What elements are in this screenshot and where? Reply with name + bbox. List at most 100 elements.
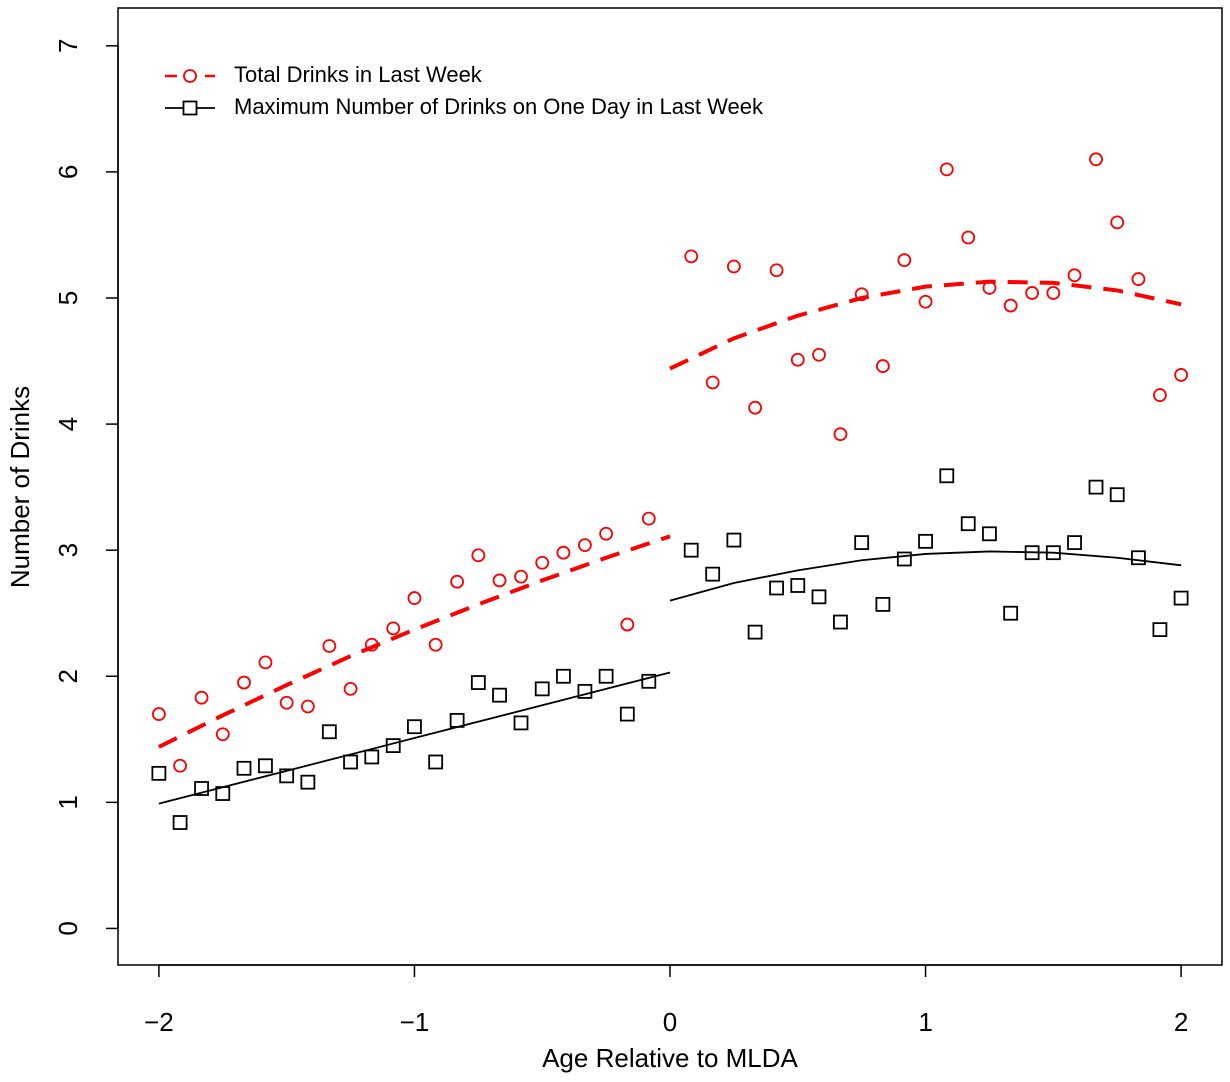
point [215,786,231,801]
y-tick-label: 3 [53,543,83,557]
point [812,347,826,362]
point [492,687,507,703]
point [1025,286,1040,300]
point [939,468,955,484]
point [619,706,635,722]
fit-line [158,534,671,749]
point [578,538,592,553]
point [428,637,443,652]
point [258,655,273,670]
point [535,555,550,570]
fit-line [158,671,671,805]
point [641,511,656,526]
point [151,707,166,721]
point [769,580,784,596]
point [854,535,870,551]
y-tick-label: 0 [53,921,83,935]
point [321,724,337,740]
x-tick-label: 1 [918,1007,932,1037]
point [833,614,848,630]
point [939,162,954,177]
point [237,675,251,690]
point [982,281,997,295]
point [1024,545,1040,561]
point [747,624,763,640]
point [556,545,571,560]
point [471,548,486,563]
y-tick-label: 6 [53,165,83,179]
legend-label: Total Drinks in Last Week [234,62,483,87]
point [386,621,401,636]
point [1131,550,1146,566]
point [534,681,550,697]
point [172,815,188,830]
point [684,249,699,264]
y-tick-label: 7 [53,39,83,53]
x-axis-title: Age Relative to MLDA [542,1043,798,1073]
point [1174,368,1189,382]
point [769,263,784,278]
point [449,712,465,728]
point [1153,388,1167,402]
point [1152,622,1168,638]
point [407,591,422,605]
point [236,760,252,776]
x-tick-label: 2 [1174,1007,1188,1037]
point [1003,605,1019,621]
point [726,259,741,274]
y-tick-label: 1 [53,795,83,809]
point [960,516,976,532]
point [599,526,614,541]
point [1046,286,1061,300]
point [407,719,422,735]
point [1131,272,1146,286]
point [833,427,848,442]
point [897,253,912,268]
point [343,754,358,770]
y-tick-label: 2 [53,669,83,683]
point [1067,268,1082,283]
point [343,681,358,696]
point [1173,590,1189,606]
point [514,569,528,584]
fit-line [669,279,1182,371]
legend-label: Maximum Number of Drinks on One Day in L… [234,94,764,119]
point [194,690,209,705]
point [173,758,188,773]
point [982,526,997,542]
point [364,749,380,765]
point [790,578,806,593]
point [1110,215,1125,230]
point [961,230,976,245]
point [470,675,486,690]
legend-marker [183,69,197,83]
point [385,738,401,754]
point [726,532,742,548]
point [258,758,273,774]
point [1045,545,1061,561]
point [790,352,805,367]
point [748,400,762,415]
point [705,566,721,582]
point [513,715,529,731]
point [450,574,465,589]
point [492,573,507,588]
point [215,727,230,742]
y-tick-label: 4 [53,417,83,431]
fit-line [669,550,1182,602]
point [151,765,167,781]
point [1067,535,1082,551]
point [300,774,316,790]
point [918,294,933,309]
point [300,699,315,714]
point [1089,152,1103,167]
x-tick-label: 0 [663,1007,677,1037]
point [705,375,720,390]
point [854,287,869,302]
y-axis-title: Number of Drinks [5,386,35,588]
y-tick-label: 5 [53,291,83,305]
point [1088,479,1104,495]
point [1109,487,1125,503]
plot-box [117,7,1223,966]
